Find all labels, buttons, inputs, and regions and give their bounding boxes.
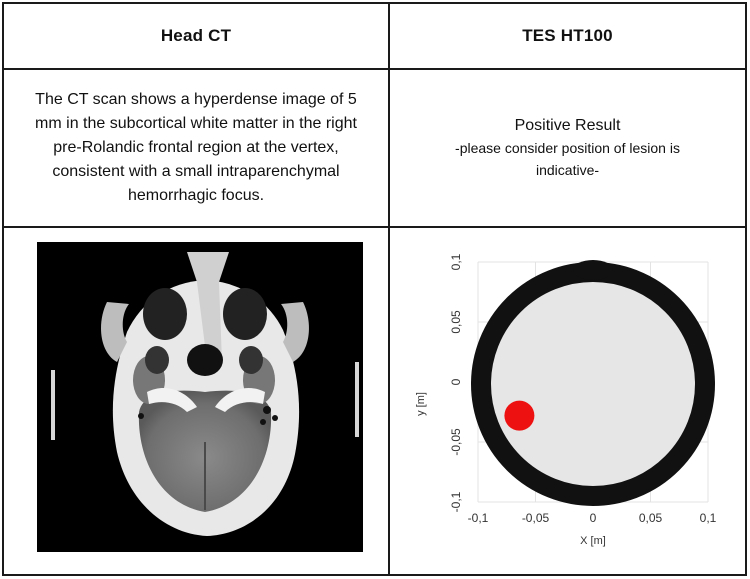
head-ct-image (37, 242, 363, 552)
tes-plot-svg: -0,1 -0,05 0 0,05 0,1 -0,1 -0,05 0 0,05 0,1 X [m… (415, 253, 717, 547)
head-outline (471, 260, 715, 506)
header-tes: TES HT100 (390, 4, 745, 70)
ct-description: The CT scan shows a hyperdense image of … (35, 91, 357, 204)
tes-result-note: -please consider position of lesion is i… (455, 140, 680, 178)
y-tick-label: 0,1 (449, 253, 463, 270)
plot-marks (504, 400, 535, 431)
ct-image-cell (4, 228, 390, 574)
y-tick-label: 0,05 (449, 310, 463, 334)
head-ct-scan-icon (37, 242, 363, 552)
x-tick-labels: -0,1 -0,05 0 0,05 0,1 (468, 511, 717, 525)
y-tick-label: -0,05 (449, 428, 463, 456)
y-axis-label: y [m] (415, 392, 427, 416)
x-tick-label: 0,05 (639, 511, 663, 525)
ct-description-cell: The CT scan shows a hyperdense image of … (4, 70, 390, 228)
x-tick-label: 0 (590, 511, 597, 525)
x-tick-label: -0,05 (522, 511, 550, 525)
y-tick-label: 0 (449, 378, 463, 385)
nose-marker (573, 260, 613, 280)
head-outline-shape (471, 262, 715, 506)
tes-result-main: Positive Result (514, 117, 621, 134)
lesion-point (504, 400, 535, 431)
y-tick-labels: -0,1 -0,05 0 0,05 0,1 (449, 253, 463, 512)
tes-plot-cell: -0,1 -0,05 0 0,05 0,1 -0,1 -0,05 0 0,05 0,1 X [m… (390, 228, 745, 574)
x-axis-label: X [m] (580, 535, 606, 547)
x-tick-label: 0,1 (700, 511, 717, 525)
header-head-ct: Head CT (4, 4, 390, 70)
x-tick-label: -0,1 (468, 511, 489, 525)
header-tes-label: TES HT100 (522, 26, 613, 45)
y-tick-label: -0,1 (449, 491, 463, 512)
tes-result-cell: Positive Result -please consider positio… (390, 70, 745, 228)
tes-position-chart: -0,1 -0,05 0 0,05 0,1 -0,1 -0,05 0 0,05 0,1 X [m… (408, 244, 738, 563)
header-head-ct-label: Head CT (160, 26, 232, 45)
